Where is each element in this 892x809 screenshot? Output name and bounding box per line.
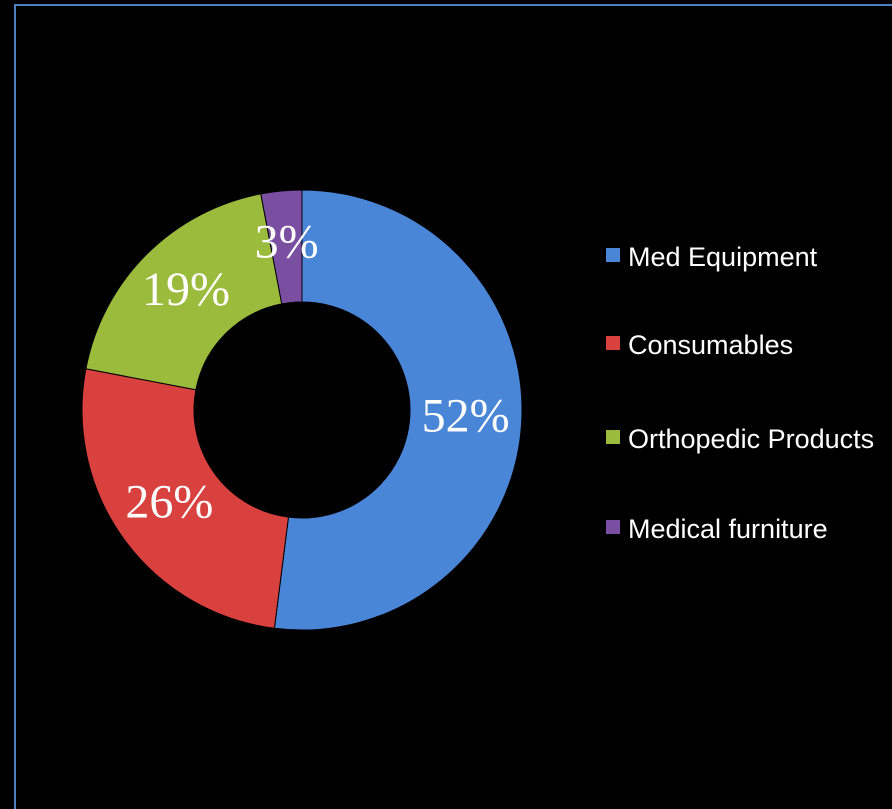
legend-label: Med Equipment <box>628 242 818 272</box>
donut-segment <box>273 189 523 631</box>
legend-swatch <box>606 336 620 350</box>
data-label: 52% <box>422 389 510 442</box>
legend-swatch <box>606 430 620 444</box>
donut-segment <box>81 368 290 629</box>
legend-label: Consumables <box>628 330 794 360</box>
data-label: 3% <box>255 216 319 269</box>
donut-segment <box>260 189 303 305</box>
data-label: 19% <box>142 263 230 316</box>
legend-item: Consumables <box>606 328 876 362</box>
legend-label: Medical furniture <box>628 514 828 544</box>
legend-item: Orthopedic Products <box>606 422 876 456</box>
data-label: 26% <box>125 475 213 528</box>
legend-swatch <box>606 248 620 262</box>
legend-item: Med Equipment <box>606 240 876 274</box>
legend-label: Orthopedic Products <box>628 424 875 454</box>
donut-segment <box>85 193 283 391</box>
legend-item: Medical furniture <box>606 512 876 546</box>
legend-swatch <box>606 520 620 534</box>
